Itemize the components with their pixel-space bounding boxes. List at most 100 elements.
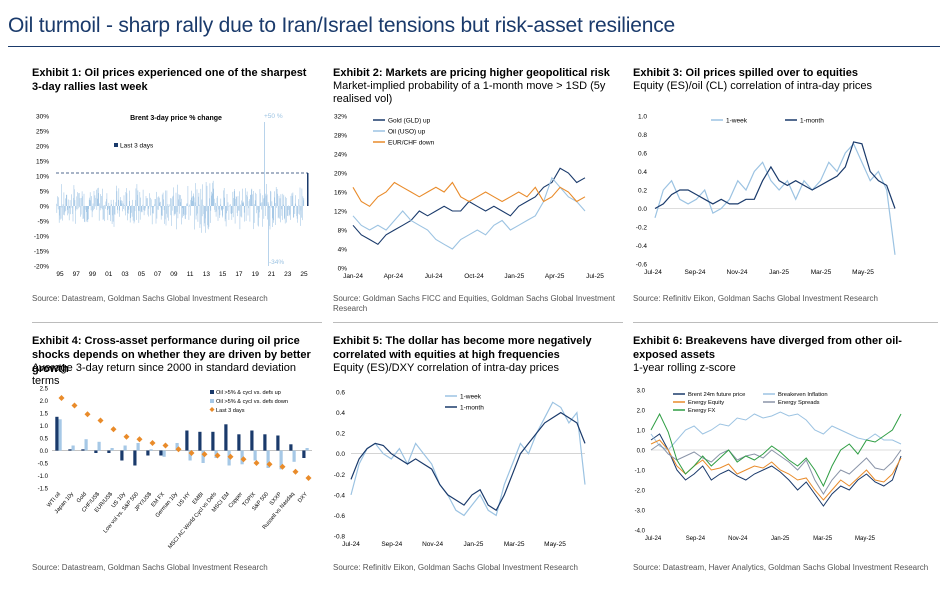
bar [224,206,226,222]
bar [132,206,134,221]
bar [289,206,290,216]
y-tick-label: 2.0 [40,399,49,405]
bar [292,192,294,206]
bar [141,206,143,213]
legend-label: Oil >5% & cycl vs. defs down [216,399,288,405]
diamond-marker [136,436,143,443]
y-tick-label: -0.2 [334,472,346,479]
bar [235,198,236,206]
bar [209,183,211,206]
bar [212,182,213,206]
y-tick-label: -0.5 [38,462,49,468]
bar [206,206,207,212]
bar [286,206,288,216]
bar-1 [97,441,101,451]
bar [99,203,100,206]
bar [244,206,245,222]
y-tick-label: 2.0 [637,409,646,415]
bar [71,206,73,209]
bar [208,206,210,227]
bar [134,206,135,222]
exhibit-5-subtitle: Equity (ES)/DXY correlation of intra-day… [333,362,559,374]
bar [129,201,130,206]
legend-swatch [210,399,214,403]
y-tick-label: -0.4 [636,243,648,250]
bar [80,206,81,217]
bar [135,188,137,206]
bar [122,203,124,206]
bar [165,206,167,226]
legend-label: Last 3 days [120,143,154,150]
bar [91,196,92,206]
y-tick-label: 1.0 [637,429,646,435]
bar [121,200,122,206]
legend-label: 1-week [460,394,482,401]
bar-1 [162,450,166,457]
x-tick-label: Mar-25 [811,269,832,276]
bar [112,206,113,216]
x-tick-label: DXY [297,491,309,504]
bar [230,204,231,206]
bar [221,206,223,210]
bar-1 [188,450,192,461]
bar [114,206,116,215]
bar [268,203,269,206]
x-tick-label: May-25 [852,269,874,276]
bar [139,192,141,206]
y-tick-label: 0.6 [336,390,345,397]
title-rule [8,46,940,47]
bar [282,193,284,206]
bar [61,206,63,208]
bar [139,206,141,220]
bar [204,206,206,219]
bar [98,193,99,206]
bars [52,395,312,481]
bar [106,193,108,206]
bar [191,200,193,206]
bar [160,206,162,220]
bar [287,206,288,216]
bar [303,200,304,206]
x-tick-label: Jan-25 [769,269,789,276]
bar [64,206,65,216]
legend-label: 1-month [800,118,824,125]
y-tick-label: 4% [338,247,348,254]
bar [199,206,201,228]
bar [73,197,74,206]
x-tick-label: Copper [228,491,244,509]
bar [196,206,197,216]
x-tick-label: Oct-24 [464,273,484,280]
bar [79,198,81,206]
bar [86,206,87,212]
bar [56,206,58,213]
bar [279,206,280,219]
bar [200,188,202,206]
bar-spike [268,206,269,266]
bar [168,206,170,207]
bar [278,206,279,218]
legend-label: 1-month [460,405,484,412]
x-tick-label: 09 [170,271,178,278]
bar [243,203,244,206]
bar [249,199,250,206]
bar [222,206,223,218]
bar [101,196,102,206]
legend-label: Oil >5% & cycl vs. defs up [216,390,281,396]
row-divider [633,322,938,323]
bar [176,206,178,212]
bar [218,206,220,210]
bar [99,206,101,211]
x-tick-label: 13 [203,271,211,278]
bar [101,206,103,210]
bar [277,193,278,206]
bar [88,206,89,220]
bar [57,196,58,206]
bar [66,194,68,206]
x-tick-label: 95 [56,271,64,278]
bar [144,206,145,211]
bar [199,204,200,206]
exhibit-3: Exhibit 3: Oil prices spilled over to eq… [633,66,938,316]
y-tick-label: 32% [334,114,347,121]
bar [128,206,129,214]
bar [63,192,65,206]
